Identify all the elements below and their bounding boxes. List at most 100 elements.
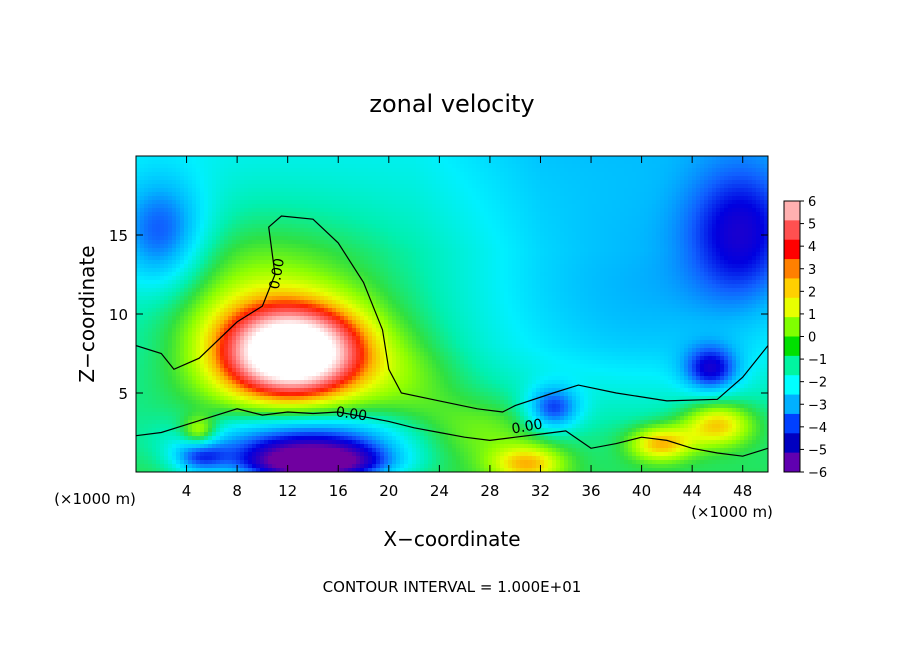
field-cell (556, 196, 561, 201)
field-cell (632, 184, 637, 189)
field-cell (712, 200, 717, 205)
field-cell (452, 164, 457, 169)
field-cell (160, 164, 165, 169)
field-cell (184, 228, 189, 233)
field-cell (316, 216, 321, 221)
field-cell (136, 264, 141, 269)
field-cell (268, 268, 273, 273)
field-cell (216, 164, 221, 169)
field-cell (708, 176, 713, 181)
field-cell (380, 172, 385, 177)
field-cell (728, 276, 733, 281)
field-cell (148, 200, 153, 205)
field-cell (288, 176, 293, 181)
field-cell (140, 228, 145, 233)
field-cell (760, 260, 765, 265)
field-cell (372, 156, 377, 161)
field-cell (708, 180, 713, 185)
field-cell (500, 208, 505, 213)
field-cell (396, 176, 401, 181)
field-cell (328, 280, 333, 285)
field-cell (220, 260, 225, 265)
field-cell (500, 192, 505, 197)
field-cell (672, 228, 677, 233)
field-cell (544, 196, 549, 201)
field-cell (744, 180, 749, 185)
field-cell (748, 224, 753, 229)
field-cell (356, 192, 361, 197)
field-cell (728, 200, 733, 205)
field-cell (304, 244, 309, 249)
field-cell (592, 216, 597, 221)
field-cell (688, 188, 693, 193)
field-cell (332, 264, 337, 269)
field-cell (216, 260, 221, 265)
field-cell (712, 160, 717, 165)
field-cell (224, 156, 229, 161)
field-cell (752, 228, 757, 233)
field-cell (308, 264, 313, 269)
field-cell (224, 172, 229, 177)
field-cell (692, 200, 697, 205)
field-cell (288, 252, 293, 257)
field-cell (500, 164, 505, 169)
field-cell (488, 268, 493, 273)
field-cell (468, 220, 473, 225)
field-cell (224, 188, 229, 193)
field-cell (232, 188, 237, 193)
field-cell (324, 200, 329, 205)
field-cell (752, 240, 757, 245)
field-cell (608, 268, 613, 273)
field-cell (288, 232, 293, 237)
field-cell (676, 256, 681, 261)
field-cell (524, 172, 529, 177)
field-cell (588, 156, 593, 161)
field-cell (312, 156, 317, 161)
field-cell (704, 172, 709, 177)
field-cell (628, 172, 633, 177)
field-cell (192, 156, 197, 161)
field-cell (580, 272, 585, 277)
field-cell (472, 220, 477, 225)
field-cell (736, 220, 741, 225)
field-cell (588, 168, 593, 173)
field-cell (184, 196, 189, 201)
field-cell (608, 208, 613, 213)
field-cell (360, 184, 365, 189)
field-cell (584, 168, 589, 173)
field-cell (644, 260, 649, 265)
field-cell (388, 244, 393, 249)
field-cell (252, 212, 257, 217)
field-cell (596, 248, 601, 253)
field-cell (344, 220, 349, 225)
field-cell (188, 164, 193, 169)
field-cell (140, 204, 145, 209)
field-cell (440, 244, 445, 249)
field-cell (228, 184, 233, 189)
field-cell (664, 204, 669, 209)
field-cell (312, 176, 317, 181)
field-cell (428, 192, 433, 197)
field-cell (728, 192, 733, 197)
field-cell (668, 224, 673, 229)
field-cell (336, 188, 341, 193)
field-cell (476, 280, 481, 285)
field-cell (532, 244, 537, 249)
field-cell (300, 276, 305, 281)
field-cell (364, 196, 369, 201)
field-cell (480, 232, 485, 237)
field-cell (292, 164, 297, 169)
field-cell (420, 232, 425, 237)
field-cell (184, 236, 189, 241)
field-cell (588, 172, 593, 177)
field-cell (444, 208, 449, 213)
field-cell (404, 268, 409, 273)
field-cell (276, 200, 281, 205)
field-cell (156, 192, 161, 197)
field-cell (236, 276, 241, 281)
field-cell (200, 164, 205, 169)
field-cell (160, 268, 165, 273)
field-cell (400, 200, 405, 205)
field-cell (308, 184, 313, 189)
field-cell (164, 156, 169, 161)
